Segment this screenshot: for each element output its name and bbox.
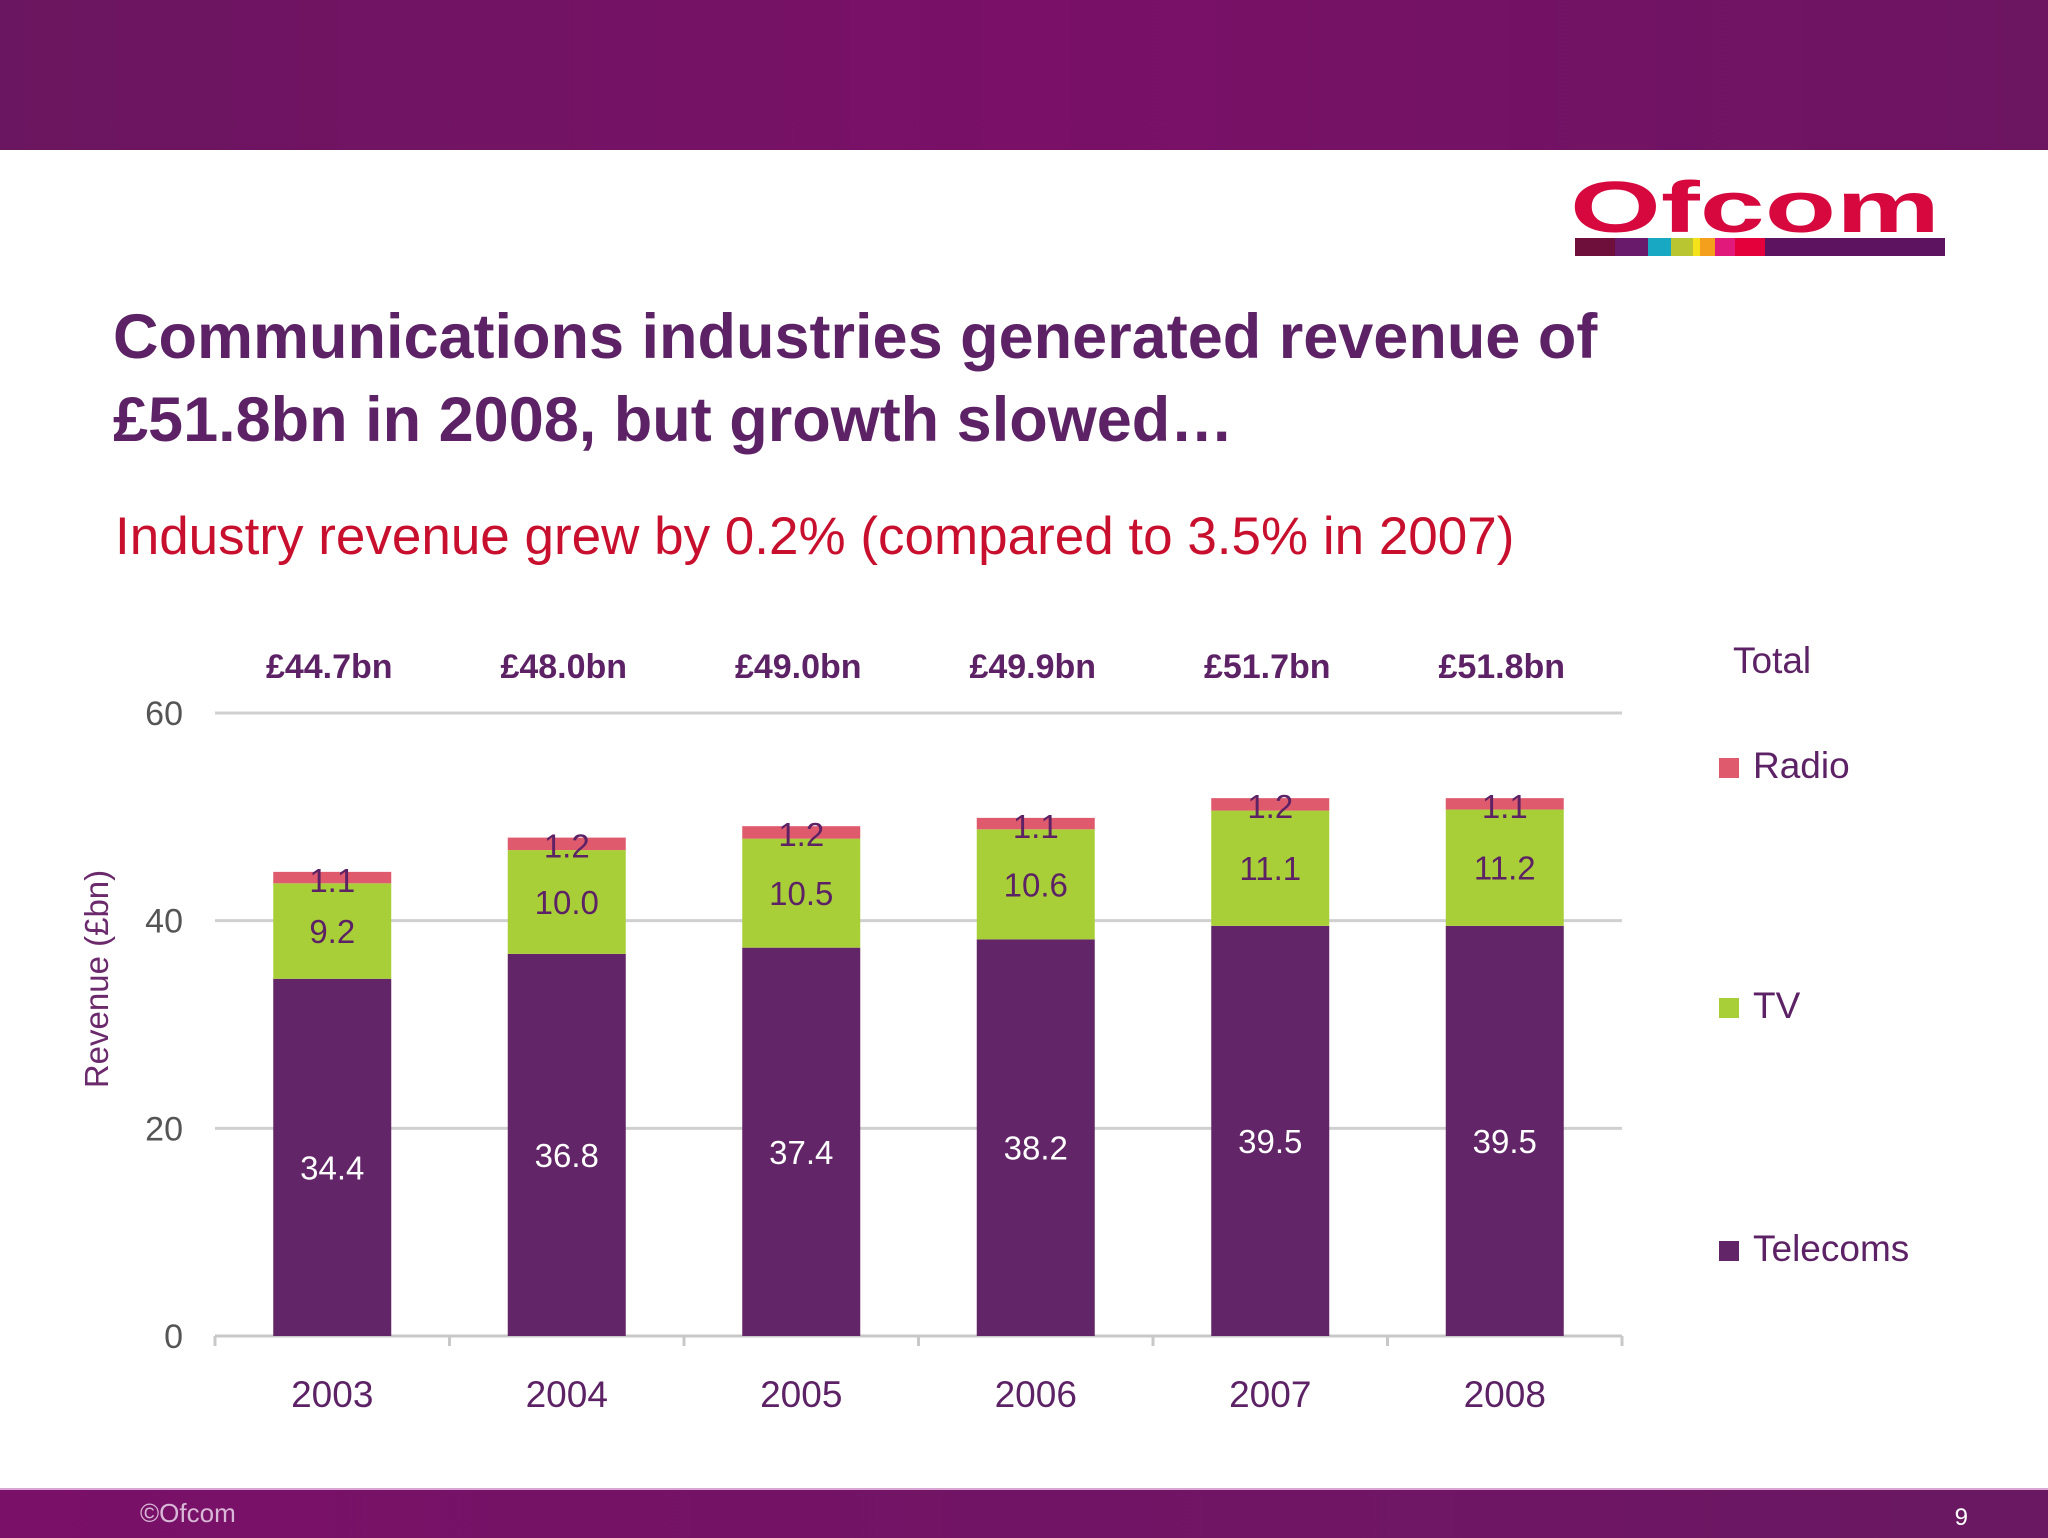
bar-tv	[1211, 810, 1330, 926]
data-label: 9.2	[309, 913, 355, 950]
data-label: 11.2	[1474, 850, 1536, 887]
bar-tv	[507, 850, 626, 954]
x-tick-label: 2004	[526, 1374, 608, 1415]
bar-radio	[273, 871, 392, 884]
totals-header: Total	[1733, 640, 1811, 681]
data-label: 37.4	[769, 1134, 833, 1171]
total-label: £49.0bn	[735, 648, 862, 686]
bar-radio	[1211, 798, 1330, 811]
bar-telecoms	[1445, 925, 1564, 1336]
x-tick-label: 2006	[995, 1374, 1077, 1415]
bar-telecoms	[273, 978, 392, 1336]
footer: ©Ofcom 9	[0, 1488, 2048, 1538]
bar-tv	[976, 829, 1095, 940]
bar-radio	[742, 826, 861, 839]
bar-telecoms	[1211, 925, 1330, 1336]
total-label: £48.0bn	[500, 648, 627, 686]
bar-tv	[273, 883, 392, 979]
bar-telecoms	[976, 939, 1095, 1336]
total-label: £49.9bn	[969, 648, 1096, 686]
data-label: 39.5	[1473, 1123, 1537, 1160]
copyright: ©Ofcom	[140, 1498, 236, 1528]
data-label: 1.1	[309, 862, 355, 899]
bar-radio	[1445, 798, 1564, 810]
bar-telecoms	[742, 947, 861, 1336]
bar-radio	[507, 837, 626, 851]
svg-text:Ofcom: Ofcom	[1570, 170, 1940, 248]
data-label: 1.1	[1013, 808, 1059, 845]
y-axis-label: Revenue (£bn)	[78, 870, 115, 1088]
top-banner	[0, 0, 2048, 150]
legend-label-telecoms: Telecoms	[1753, 1228, 1909, 1269]
page-number: 9	[1954, 1504, 1968, 1531]
x-tick-label: 2008	[1464, 1374, 1546, 1415]
data-label: 10.6	[1004, 866, 1068, 903]
data-label: 38.2	[1004, 1130, 1068, 1167]
data-label: 39.5	[1238, 1123, 1302, 1160]
page-subtitle: Industry revenue grew by 0.2% (compared …	[115, 507, 1515, 566]
y-tick-label: 0	[164, 1318, 183, 1356]
data-label: 10.0	[535, 884, 599, 921]
x-tick-label: 2005	[760, 1374, 842, 1415]
bar-tv	[742, 838, 861, 948]
x-tick-label: 2007	[1229, 1374, 1311, 1415]
bar-tv	[1445, 809, 1564, 926]
legend-swatch-radio	[1719, 758, 1739, 778]
legend-label-radio: Radio	[1753, 745, 1850, 786]
data-label: 10.5	[769, 875, 833, 912]
y-tick-label: 20	[145, 1110, 183, 1148]
bar-telecoms	[507, 953, 626, 1336]
legend-swatch-telecoms	[1719, 1241, 1739, 1261]
ofcom-logo: Ofcom	[1570, 170, 1945, 256]
data-label: 1.2	[1247, 788, 1293, 825]
legend-swatch-tv	[1719, 998, 1739, 1018]
y-tick-label: 40	[145, 903, 183, 941]
total-label: £44.7bn	[266, 648, 393, 686]
data-label: 11.1	[1239, 850, 1301, 887]
data-label: 1.1	[1482, 788, 1528, 825]
total-label: £51.7bn	[1204, 648, 1331, 686]
data-label: 1.2	[544, 828, 590, 865]
total-label: £51.8bn	[1438, 648, 1565, 686]
data-label: 36.8	[535, 1137, 599, 1174]
x-tick-label: 2003	[291, 1374, 373, 1415]
bar-radio	[976, 817, 1095, 830]
y-tick-label: 60	[145, 695, 183, 733]
data-label: 1.2	[778, 816, 824, 853]
legend-label-tv: TV	[1753, 985, 1801, 1026]
page-title: Communications industries generated reve…	[113, 302, 1598, 455]
data-label: 34.4	[300, 1149, 364, 1186]
